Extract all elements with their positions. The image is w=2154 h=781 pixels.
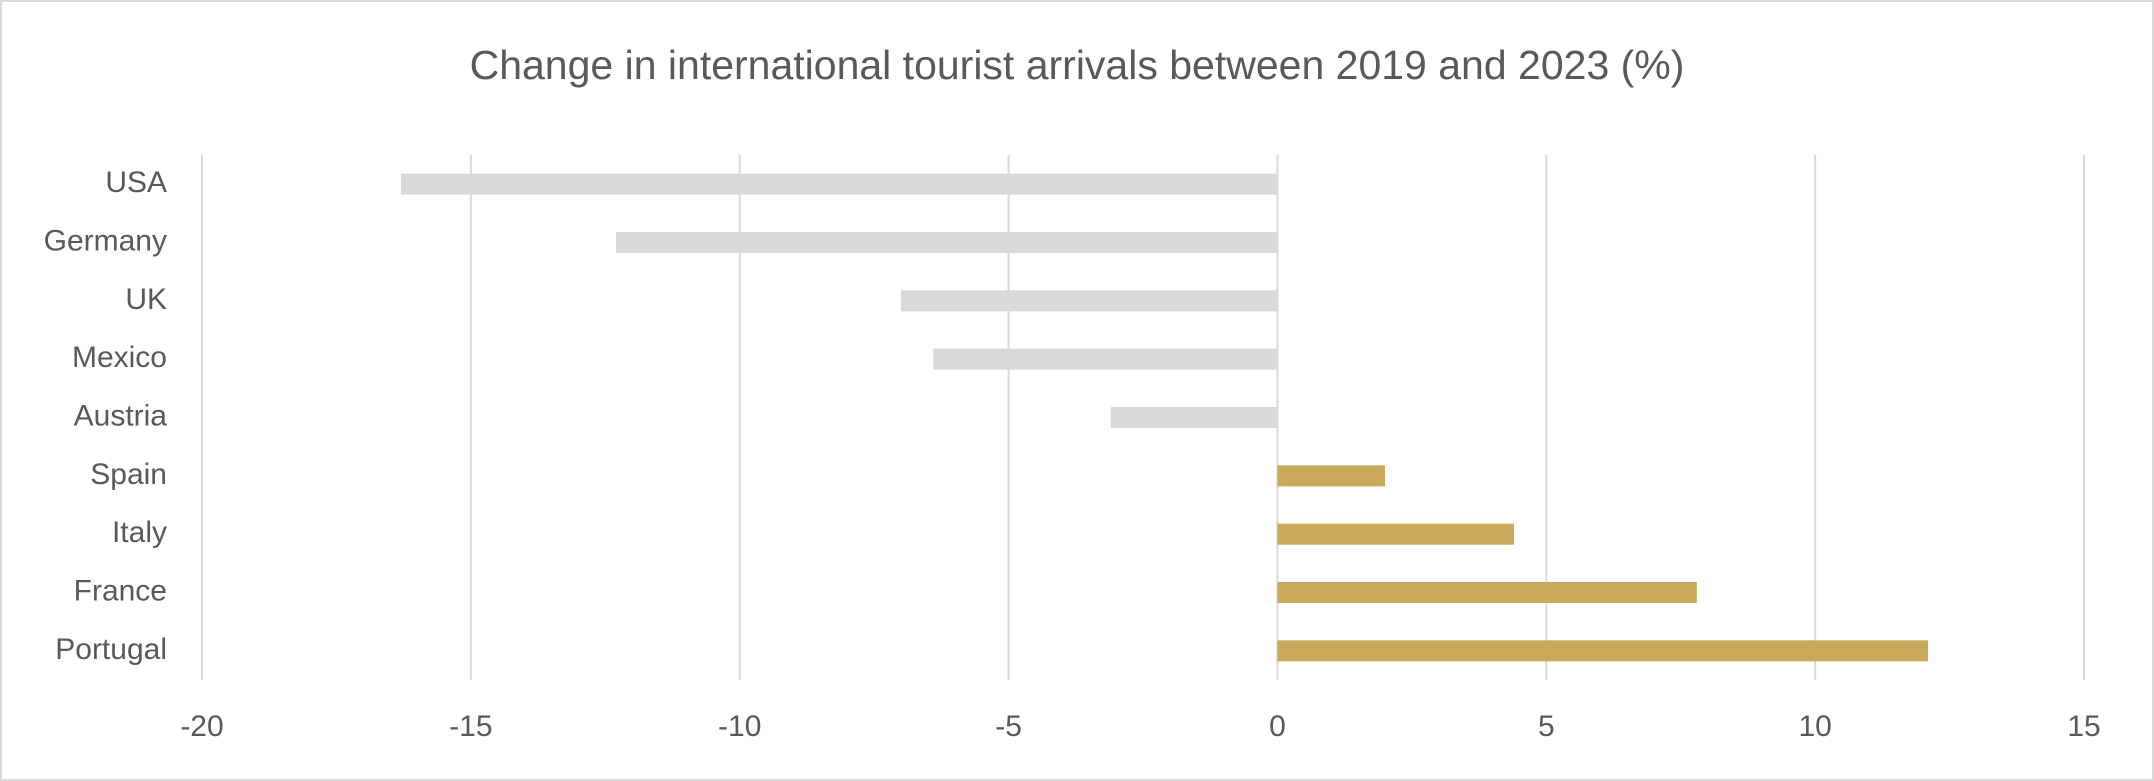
y-tick-label: Mexico (72, 341, 167, 374)
x-tick-label: 15 (2067, 710, 2100, 743)
x-tick-label: -15 (449, 710, 492, 743)
bar (1277, 582, 1697, 603)
x-tick-label: 10 (1798, 710, 1831, 743)
x-tick-label: -10 (718, 710, 761, 743)
y-tick-label: USA (105, 166, 167, 199)
x-tick-label: -20 (180, 710, 223, 743)
y-tick-label: Portugal (55, 633, 167, 666)
bar (1277, 465, 1385, 487)
y-tick-label: UK (125, 283, 167, 316)
bar (933, 348, 1278, 370)
y-tick-label: Spain (90, 458, 167, 491)
bar (400, 173, 1278, 195)
bar (1277, 523, 1515, 545)
x-tick-label: -5 (995, 710, 1022, 743)
bar (616, 232, 1278, 253)
x-tick-label: 5 (1538, 710, 1555, 743)
y-tick-label: France (74, 574, 167, 607)
bar (1110, 407, 1278, 428)
y-tick-label: Germany (44, 224, 167, 257)
chart-title: Change in international tourist arrivals… (470, 42, 1685, 88)
y-tick-label: Austria (74, 399, 168, 432)
y-tick-label: Italy (112, 516, 167, 549)
bar (901, 290, 1278, 312)
x-tick-label: 0 (1269, 710, 1286, 743)
bar (1277, 640, 1929, 662)
